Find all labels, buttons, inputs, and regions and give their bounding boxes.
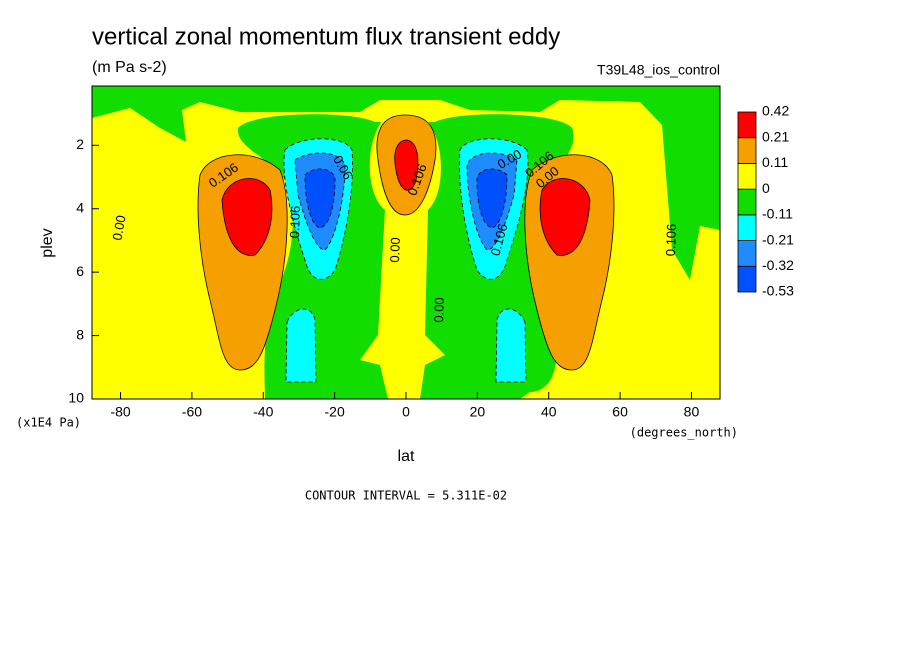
contour-region bbox=[495, 308, 527, 383]
y-tick-label: 8 bbox=[76, 326, 84, 342]
contour-region bbox=[476, 168, 508, 229]
contour-label: 0.106 bbox=[287, 205, 303, 238]
colorbar-label: -0.32 bbox=[762, 257, 794, 273]
colorbar-box bbox=[737, 214, 757, 241]
y-tick-label: 4 bbox=[76, 199, 84, 215]
contour-region bbox=[285, 308, 317, 383]
contour-label: 0.00 bbox=[387, 237, 403, 263]
x-tick-label: -60 bbox=[182, 404, 202, 420]
contour-label: 0.00 bbox=[431, 297, 447, 323]
contour-region bbox=[92, 86, 720, 280]
contour-region bbox=[304, 168, 336, 229]
colorbar-label: -0.53 bbox=[762, 283, 794, 299]
colorbar-label: 0.21 bbox=[762, 128, 789, 144]
x-tick-label: 0 bbox=[402, 404, 410, 420]
contour-label: 0.106 bbox=[663, 223, 679, 256]
x-tick-label: 80 bbox=[684, 404, 700, 420]
x-axis-label: lat bbox=[398, 448, 415, 465]
colorbar-box bbox=[737, 240, 757, 267]
contour-label: 0.00 bbox=[109, 214, 128, 242]
colorbar-label: 0.42 bbox=[762, 103, 789, 119]
x-tick-label: 60 bbox=[612, 404, 628, 420]
contour-region bbox=[221, 178, 273, 256]
y-tick-label: 10 bbox=[68, 390, 84, 406]
annotation: CONTOUR INTERVAL = 5.311E-02 bbox=[305, 489, 507, 503]
colorbar-label: 0.11 bbox=[762, 154, 788, 170]
colorbar-label: -0.11 bbox=[762, 206, 793, 222]
run-label: T39L48_ios_control bbox=[597, 62, 720, 78]
x-tick-label: 40 bbox=[541, 404, 557, 420]
y-tick-label: 2 bbox=[76, 136, 84, 152]
y-axis-label: plev bbox=[39, 228, 56, 257]
contour-region bbox=[394, 139, 419, 191]
chart-subtitle: (m Pa s-2) bbox=[92, 59, 167, 76]
x-tick-label: 20 bbox=[470, 404, 486, 420]
colorbar-box bbox=[737, 265, 757, 293]
colorbar-box bbox=[737, 137, 757, 164]
x-tick-label: -20 bbox=[325, 404, 345, 420]
colorbar-box bbox=[737, 163, 757, 190]
colorbar-box bbox=[737, 188, 757, 216]
colorbar-box bbox=[737, 111, 757, 139]
x-tick-label: -40 bbox=[253, 404, 273, 420]
contour-fill bbox=[92, 86, 720, 399]
y-unit-label: (x1E4 Pa) bbox=[16, 416, 81, 430]
colorbar-label: 0 bbox=[762, 180, 770, 196]
colorbar-label: -0.21 bbox=[762, 231, 794, 247]
y-tick-label: 6 bbox=[76, 263, 84, 279]
chart-title: vertical zonal momentum flux transient e… bbox=[92, 23, 560, 50]
contour-region bbox=[539, 178, 591, 256]
x-unit-label: (degrees_north) bbox=[630, 426, 738, 440]
x-tick-label: -80 bbox=[110, 404, 130, 420]
